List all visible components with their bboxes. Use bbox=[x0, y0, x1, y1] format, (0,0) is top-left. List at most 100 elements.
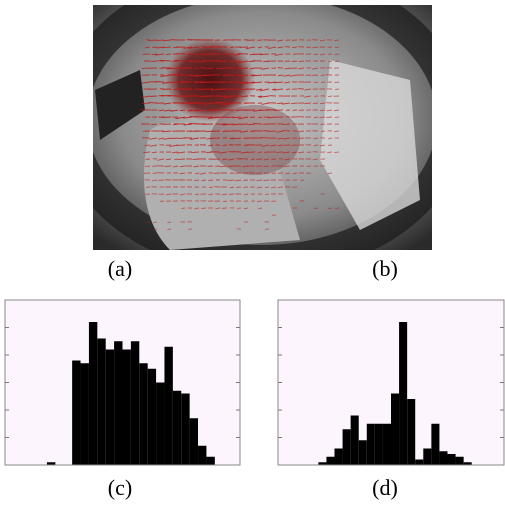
flow-vector bbox=[319, 39, 326, 42]
flow-vector bbox=[327, 151, 333, 153]
flow-vector bbox=[300, 179, 305, 182]
flow-vector bbox=[304, 88, 312, 91]
flow-vector bbox=[173, 88, 179, 91]
flow-vector bbox=[215, 207, 221, 210]
flow-vector bbox=[195, 172, 200, 175]
histogram-bar bbox=[366, 423, 375, 465]
flow-vector bbox=[313, 144, 319, 147]
histogram-bar bbox=[122, 349, 131, 465]
flow-vector bbox=[222, 102, 235, 106]
flow-vector bbox=[164, 109, 172, 112]
flow-vector bbox=[248, 123, 256, 126]
flow-vector bbox=[319, 53, 326, 56]
flow-vector bbox=[143, 151, 151, 154]
flow-vector bbox=[189, 137, 200, 140]
flow-vector bbox=[172, 73, 186, 76]
flow-vector bbox=[154, 53, 165, 56]
histogram-bar bbox=[447, 454, 456, 465]
histogram-bar bbox=[172, 390, 182, 465]
flow-vector bbox=[267, 46, 277, 49]
flow-vector bbox=[157, 137, 165, 140]
flow-vector bbox=[313, 207, 319, 209]
flow-vector bbox=[264, 193, 270, 196]
flow-vector bbox=[335, 88, 340, 91]
histogram-bar bbox=[342, 429, 351, 465]
flow-vector bbox=[313, 116, 319, 119]
flow-vector bbox=[201, 207, 207, 210]
panel-caption: (d) bbox=[372, 475, 398, 500]
flow-vector bbox=[267, 116, 277, 119]
histogram-bar bbox=[80, 363, 89, 465]
flow-vector bbox=[220, 67, 228, 70]
flow-vector bbox=[256, 179, 263, 182]
histogram-bar bbox=[206, 456, 215, 465]
flow-vector bbox=[251, 74, 263, 77]
flow-vector bbox=[166, 67, 179, 70]
flow-vector bbox=[145, 158, 151, 160]
flow-vector bbox=[319, 116, 326, 119]
optical-flow-image bbox=[93, 5, 432, 250]
flow-vector bbox=[151, 123, 158, 126]
histogram: (c) bbox=[4, 299, 241, 500]
flow-vector bbox=[335, 60, 340, 63]
flow-vector bbox=[229, 60, 235, 62]
flow-vector bbox=[290, 102, 298, 105]
flow-vector bbox=[298, 60, 305, 63]
flow-vector bbox=[274, 81, 284, 84]
flow-vector bbox=[141, 102, 151, 105]
flow-vector bbox=[236, 74, 242, 77]
flow-vectors bbox=[140, 39, 340, 231]
histogram-bar bbox=[130, 341, 140, 465]
flow-vector bbox=[319, 109, 326, 112]
flow-vector bbox=[274, 53, 284, 56]
flow-vector bbox=[237, 60, 249, 64]
flow-vector bbox=[306, 46, 312, 48]
flow-vector bbox=[194, 207, 200, 210]
histogram-bar bbox=[399, 322, 408, 465]
histogram-bar bbox=[97, 338, 106, 465]
flow-vector bbox=[258, 116, 263, 119]
histogram-bar bbox=[105, 349, 115, 465]
flow-vector bbox=[153, 221, 158, 224]
flow-vector bbox=[199, 172, 207, 175]
flow-vector bbox=[283, 137, 291, 140]
flow-vector bbox=[327, 172, 333, 175]
flow-vector bbox=[156, 39, 165, 41]
flow-vector bbox=[172, 165, 179, 168]
flow-vector bbox=[165, 53, 172, 56]
flow-vector bbox=[263, 158, 270, 161]
flow-vector bbox=[271, 186, 277, 189]
flow-vector bbox=[208, 193, 214, 196]
flow-vector bbox=[320, 130, 326, 133]
flow-vector bbox=[195, 193, 200, 196]
flow-vector bbox=[162, 46, 172, 49]
flow-vector bbox=[314, 81, 319, 84]
flow-vector bbox=[263, 165, 270, 168]
flow-vector bbox=[285, 88, 291, 91]
flow-vector bbox=[257, 95, 263, 98]
flow-vector bbox=[328, 137, 333, 140]
flow-vector bbox=[276, 130, 284, 133]
flow-vector bbox=[170, 137, 179, 139]
flow-vector bbox=[277, 46, 284, 49]
histogram-bar bbox=[156, 382, 165, 465]
flow-vector bbox=[238, 116, 249, 120]
flow-vector bbox=[222, 123, 235, 126]
flow-vector bbox=[172, 151, 179, 154]
flow-vector bbox=[234, 53, 242, 56]
flow-vector bbox=[243, 207, 249, 210]
flow-vector bbox=[190, 74, 200, 77]
flow-vector bbox=[179, 172, 186, 175]
flow-vector bbox=[230, 46, 235, 49]
flow-vector bbox=[165, 193, 172, 196]
plot-frame bbox=[277, 299, 505, 466]
flow-vector bbox=[256, 200, 263, 203]
flow-vector bbox=[271, 88, 277, 91]
flow-vector bbox=[261, 67, 270, 70]
flow-vector bbox=[208, 179, 214, 181]
flow-vector bbox=[298, 67, 305, 70]
flow-vector bbox=[170, 109, 179, 112]
flow-vector bbox=[231, 137, 242, 140]
histogram-bar bbox=[189, 418, 199, 465]
flow-vector bbox=[204, 102, 214, 105]
